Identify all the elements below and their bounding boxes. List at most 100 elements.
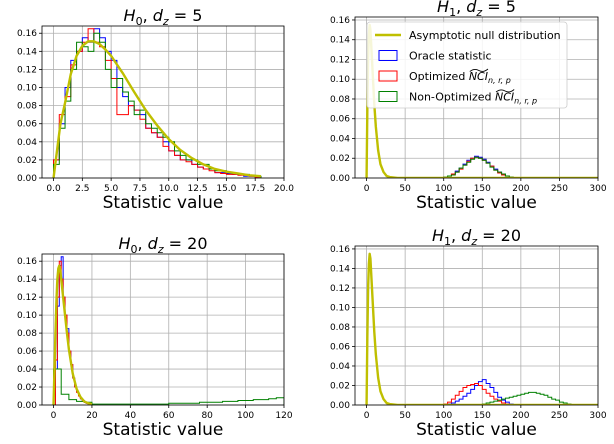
x-tick-label: 0 — [364, 184, 370, 194]
x-tick-label: 20 — [86, 411, 98, 421]
axes-frame — [354, 16, 599, 179]
x-axis-label: Statistic value — [416, 193, 537, 213]
panel-title: H1, dz = 5 — [437, 0, 516, 19]
tilde-accent — [469, 68, 489, 72]
x-tick-label: 100 — [237, 411, 254, 421]
axes-frame — [354, 245, 599, 406]
plot-area — [365, 252, 598, 405]
x-tick-label: 15.0 — [216, 184, 236, 194]
grid — [42, 26, 285, 179]
y-tick-label: 0.16 — [330, 245, 350, 255]
y-tick-label: 0.04 — [330, 134, 350, 144]
panel-2: 0 50 100 150 200 250 300 0.00 0.02 0.04 0.06 0.08 0.… — [330, 0, 607, 213]
y-tick-label: 0.12 — [17, 65, 37, 75]
legend-swatch-nonopt — [378, 91, 398, 102]
hist-optimized — [443, 383, 514, 405]
hist-nonopt — [53, 368, 284, 405]
grid — [42, 254, 285, 406]
plot-area — [52, 256, 284, 405]
x-tick-label: 0 — [51, 411, 57, 421]
x-tick-label: 150 — [474, 184, 491, 194]
x-tick-label: 300 — [589, 184, 606, 194]
y-tick-label: 0.00 — [17, 401, 37, 411]
x-tick-label: 60 — [163, 411, 175, 421]
y-tick-label: 0.00 — [330, 174, 350, 184]
y-tick-label: 0.08 — [330, 95, 350, 105]
x-tick-label: 50 — [399, 184, 411, 194]
y-tick-label: 0.00 — [17, 174, 37, 184]
x-tick-label: 80 — [201, 411, 213, 421]
legend-label-nonopt: Non-Optimized NCIn, r, p — [409, 91, 537, 106]
axes-frame — [41, 253, 285, 406]
panel-4: 0 50 100 150 200 250 300 0.00 0.02 0.04 0.06 0.08 0.… — [330, 226, 607, 440]
y-tick-label: 0.04 — [330, 362, 350, 372]
x-tick-label: 0 — [364, 411, 370, 421]
x-tick-label: 17.5 — [245, 184, 265, 194]
y-tick-label: 0.02 — [330, 381, 350, 391]
y-tick-label: 0.14 — [330, 264, 350, 274]
x-tick-label: 10.0 — [159, 184, 179, 194]
y-tick-label: 0.04 — [17, 138, 37, 148]
x-tick-label: 200 — [512, 411, 529, 421]
y-tick-label: 0.12 — [17, 293, 37, 303]
grid — [355, 246, 599, 406]
legend-label-optimized: Optimized NCIn, r, p — [409, 70, 511, 85]
y-tick-label: 0.16 — [17, 29, 37, 39]
hist-nonopt — [481, 391, 576, 405]
panel-title: H0, dz = 20 — [118, 234, 207, 256]
y-tick-label: 0.02 — [330, 154, 350, 164]
panel-title: H0, dz = 5 — [124, 6, 203, 28]
y-tick-label: 0.14 — [330, 36, 350, 46]
x-tick-label: 0.0 — [46, 184, 61, 194]
y-tick-label: 0.06 — [17, 347, 37, 357]
x-axis-label: Statistic value — [416, 420, 537, 440]
x-tick-label: 250 — [551, 184, 568, 194]
x-tick-label: 120 — [275, 411, 292, 421]
x-tick-label: 100 — [435, 184, 452, 194]
y-tick-label: 0.10 — [330, 75, 350, 85]
y-tick-label: 0.10 — [330, 303, 350, 313]
x-tick-label: 100 — [435, 411, 452, 421]
x-tick-label: 200 — [512, 184, 529, 194]
y-tick-label: 0.08 — [17, 102, 37, 112]
y-tick-label: 0.08 — [330, 323, 350, 333]
legend: Asymptotic null distribution Oracle stati… — [366, 21, 568, 109]
x-tick-label: 12.5 — [188, 184, 208, 194]
y-tick-label: 0.10 — [17, 311, 37, 321]
x-tick-label: 250 — [551, 411, 568, 421]
null-distribution-curve — [365, 252, 598, 405]
legend-box — [366, 21, 568, 109]
x-tick-label: 20.0 — [274, 184, 294, 194]
y-tick-label: 0.06 — [330, 342, 350, 352]
y-tick-label: 0.16 — [330, 16, 350, 26]
y-tick-label: 0.16 — [17, 257, 37, 267]
y-tick-label: 0.04 — [17, 365, 37, 375]
y-tick-label: 0.06 — [330, 115, 350, 125]
legend-label-null: Asymptotic null distribution — [409, 29, 561, 42]
axes-frame — [41, 25, 285, 179]
y-tick-label: 0.08 — [17, 329, 37, 339]
null-distribution-curve — [52, 40, 262, 178]
x-tick-label: 40 — [125, 411, 137, 421]
x-tick-label: 5.0 — [104, 184, 119, 194]
x-axis-label: Statistic value — [103, 193, 224, 213]
y-tick-label: 0.02 — [17, 156, 37, 166]
panel-3: 0 20 40 60 80 100 120 0.00 0.02 0.04 0.06 0.08 0.10 0… — [17, 234, 293, 440]
x-tick-label: 2.5 — [75, 184, 89, 194]
hist-oracle — [447, 379, 518, 405]
hist-nonopt — [443, 156, 522, 178]
y-tick-label: 0.12 — [330, 55, 350, 65]
y-tick-label: 0.10 — [17, 84, 37, 94]
y-tick-label: 0.14 — [17, 275, 37, 285]
y-tick-label: 0.14 — [17, 47, 37, 57]
y-tick-label: 0.00 — [330, 401, 350, 411]
panel-title: H1, dz = 20 — [432, 226, 521, 248]
panel-1: 0.0 2.5 5.0 7.5 10.0 12.5 15.0 17.5 20.0 0.00 0.02… — [17, 6, 294, 213]
legend-swatch-optimized — [378, 70, 398, 82]
x-tick-label: 150 — [474, 411, 491, 421]
y-tick-label: 0.12 — [330, 284, 350, 294]
y-tick-label: 0.02 — [17, 383, 37, 393]
x-tick-label: 300 — [589, 411, 606, 421]
y-tick-label: 0.06 — [17, 120, 37, 130]
